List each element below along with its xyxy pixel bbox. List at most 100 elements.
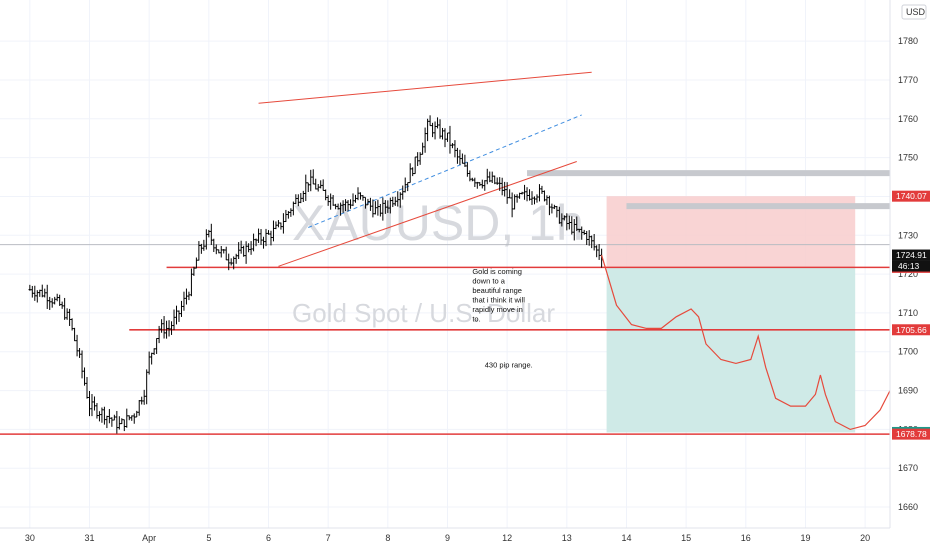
price-bar — [242, 245, 245, 257]
price-bar — [364, 196, 367, 209]
time-tick-label: 30 — [25, 533, 35, 543]
price-bar — [396, 191, 400, 207]
parallel-channel[interactable] — [258, 71, 592, 267]
price-bar — [234, 253, 238, 264]
price-bar — [334, 203, 337, 210]
price-tick-label: 1750 — [898, 153, 918, 163]
price-bar — [463, 154, 467, 167]
price-bar — [205, 229, 208, 250]
price-bar — [120, 418, 124, 425]
price-bar — [182, 291, 186, 311]
price-bar — [207, 229, 211, 238]
countdown-label: 46:13 — [898, 261, 920, 271]
price-bar — [130, 415, 134, 421]
price-bar — [548, 195, 551, 216]
price-bar — [297, 194, 300, 207]
time-tick-label: 9 — [445, 533, 450, 543]
time-tick-label: 13 — [562, 533, 572, 543]
price-bar — [535, 194, 539, 203]
price-tick-label: 1660 — [898, 502, 918, 512]
price-bar — [341, 200, 345, 213]
price-bar — [279, 222, 283, 230]
price-bars — [28, 115, 603, 434]
price-bar — [239, 240, 243, 254]
price-bar — [426, 118, 429, 142]
price-bar — [98, 411, 101, 422]
price-bar — [356, 187, 360, 201]
price-bar — [60, 301, 64, 309]
price-bar — [309, 169, 313, 192]
price-bar — [595, 245, 598, 258]
price-bar — [167, 320, 171, 337]
price-bar — [505, 182, 509, 204]
price-bar — [354, 194, 357, 203]
time-tick-label: 14 — [621, 533, 631, 543]
price-tick-label: 1700 — [898, 347, 918, 357]
price-bar — [339, 202, 342, 216]
price-bar — [115, 410, 119, 434]
price-bar — [212, 238, 216, 253]
price-bar — [152, 348, 156, 355]
price-bar — [314, 178, 318, 190]
gray-levels[interactable] — [0, 170, 890, 246]
price-bar — [202, 239, 206, 251]
price-bar — [165, 320, 168, 339]
time-tick-label: 31 — [84, 533, 94, 543]
price-bar — [359, 192, 362, 200]
projected-path-line — [601, 254, 891, 431]
price-bar — [416, 152, 419, 167]
price-bar — [95, 403, 99, 419]
price-bar — [123, 419, 126, 432]
price-bar — [145, 369, 148, 405]
price-tag: 1678.78 — [892, 428, 930, 440]
price-axis[interactable]: 1660167016801690170017101720173017401750… — [889, 0, 918, 528]
price-bar — [68, 308, 71, 326]
price-bar — [543, 190, 546, 202]
price-bar — [495, 177, 499, 185]
price-bar — [525, 187, 529, 202]
position-tool[interactable] — [606, 196, 856, 433]
price-bar — [545, 195, 549, 205]
price-bar — [361, 195, 365, 201]
price-bar — [451, 143, 454, 149]
price-bar — [274, 221, 278, 230]
price-bar — [565, 213, 569, 231]
projection-path[interactable] — [601, 254, 891, 431]
price-bar — [483, 180, 487, 191]
price-bar — [63, 297, 66, 320]
price-bar — [568, 215, 571, 230]
price-bar — [384, 200, 387, 214]
price-bar — [510, 192, 514, 218]
price-tick-label: 1710 — [898, 308, 918, 318]
price-bar — [160, 319, 163, 333]
annotations[interactable]: Gold is coming down to a beautiful range th… — [472, 267, 532, 369]
price-bar — [513, 194, 516, 210]
currency-button[interactable]: USD — [901, 4, 927, 20]
price-bar — [560, 213, 564, 227]
price-bar — [237, 242, 240, 260]
price-bar — [157, 325, 161, 344]
horizontal-levels[interactable] — [0, 266, 890, 435]
price-bar — [170, 321, 173, 335]
price-bar — [446, 132, 449, 142]
price-bar — [219, 246, 223, 258]
countdown-bg — [892, 260, 930, 272]
price-bar — [73, 327, 76, 342]
price-bar — [267, 230, 270, 235]
price-bar — [232, 256, 235, 270]
price-bar — [336, 203, 340, 210]
price-bar — [448, 125, 452, 154]
price-bar — [376, 199, 380, 216]
price-bar — [35, 290, 39, 303]
price-bar — [572, 218, 576, 241]
price-bar — [321, 179, 325, 191]
price-bar — [229, 258, 233, 266]
price-bar — [515, 194, 519, 203]
price-bar — [75, 334, 79, 357]
price-tag-bg — [892, 324, 930, 336]
price-bar — [473, 177, 477, 188]
price-tick-label: 1770 — [898, 75, 918, 85]
time-axis[interactable]: 30 31 Apr 5 6 7 8 9 12 13 14 15 16 19 20 — [0, 527, 890, 543]
price-bar — [113, 414, 116, 421]
